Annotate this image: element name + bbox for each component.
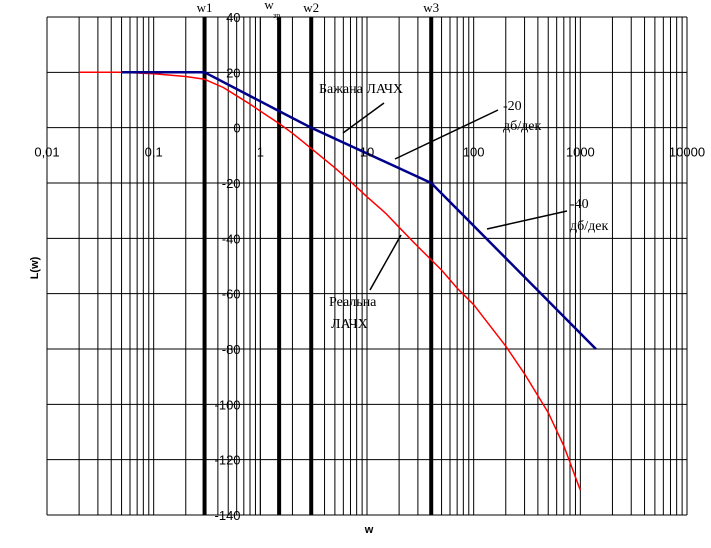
marker-label: w [264, 0, 274, 12]
annotation-text: Бажана ЛАЧХ [319, 82, 403, 97]
y-tick-label: -80 [222, 342, 241, 357]
tick-labels: 0,01 0,1 1 10 100 1000 10000 40 20 0 -20 -40 -60 -80 -… [34, 10, 705, 523]
annotation-leader [394, 109, 499, 160]
annotation-text: дб/дек [503, 119, 541, 134]
marker-label: w2 [303, 0, 319, 15]
annotation-leader [342, 102, 385, 134]
annotation-text: Реальна [329, 295, 377, 310]
series-lines [79, 71, 597, 491]
y-tick-label: -40 [222, 231, 241, 246]
y-tick-label: -140 [215, 508, 241, 523]
y-axis-title: L(w) [29, 256, 41, 279]
vertical-markers: w1 wзр w2 w3 [197, 0, 439, 515]
annotation-text: -40 [570, 197, 589, 212]
annotation-leader [369, 234, 402, 291]
x-tick-label: 1 [257, 145, 264, 160]
y-tick-label: -60 [222, 287, 241, 302]
series-line-real [79, 71, 582, 491]
y-tick-label: -20 [222, 176, 241, 191]
y-tick-label: -100 [215, 397, 241, 412]
y-tick-label: 0 [233, 121, 240, 136]
x-tick-label: 0,1 [145, 145, 163, 160]
axis-titles: w L(w) [29, 256, 374, 536]
marker-label: w1 [197, 0, 213, 15]
y-tick-label: -120 [215, 453, 241, 468]
x-axis-title: w [364, 524, 374, 536]
annotation-text: ЛАЧХ [331, 317, 368, 332]
x-tick-label: 10000 [669, 145, 705, 160]
annotation-leader [486, 210, 568, 230]
marker-label: w3 [423, 0, 439, 15]
annotations: Бажана ЛАЧХ -20 дб/дек -40 дб/дек Реальна ЛАЧХ [319, 82, 608, 332]
x-tick-label: 10 [360, 145, 374, 160]
marker-label-sub: зр [273, 11, 280, 20]
x-tick-label: 100 [463, 145, 485, 160]
annotation-text: -20 [503, 99, 522, 114]
x-tick-label: 1000 [566, 145, 595, 160]
y-tick-label: 40 [226, 10, 240, 25]
y-tick-label: 20 [226, 65, 240, 80]
x-tick-label: 0,01 [34, 145, 59, 160]
series-line-desired [121, 71, 597, 350]
annotation-text: дб/дек [570, 219, 608, 234]
